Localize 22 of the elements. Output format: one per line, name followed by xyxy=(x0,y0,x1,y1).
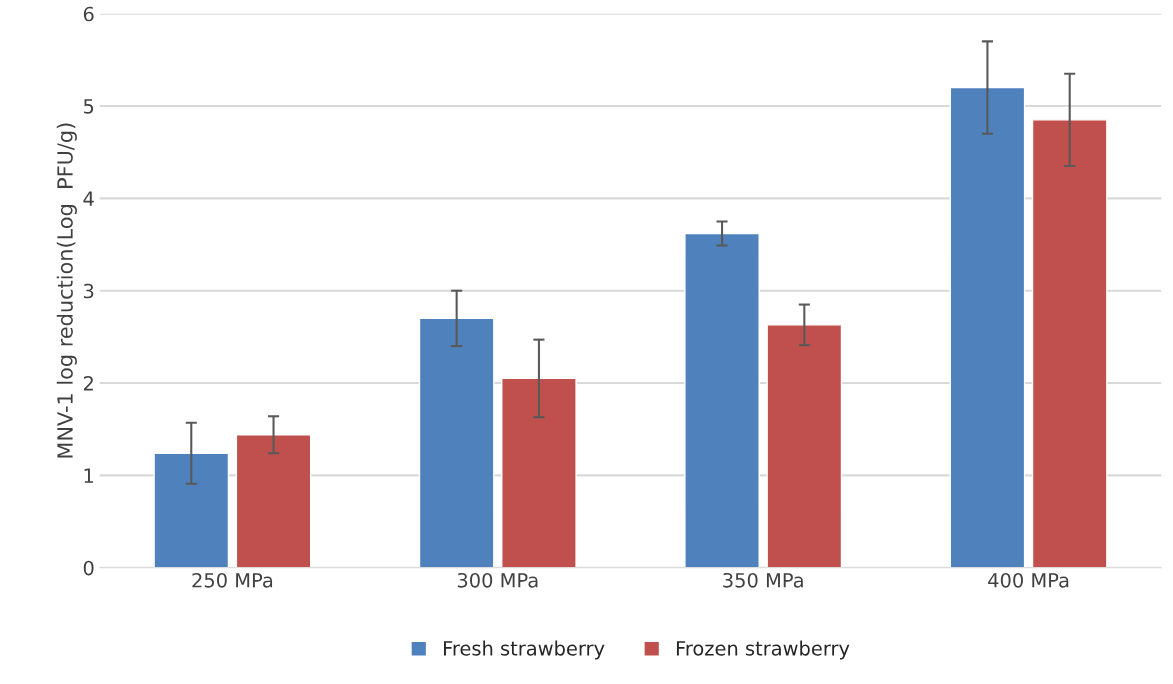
bar xyxy=(153,452,230,568)
bar xyxy=(418,317,495,568)
y-axis-title: MNV-1 log reduction(Log PFU/g) xyxy=(56,123,77,458)
x-tick-label: 350 MPa xyxy=(723,572,803,588)
bar xyxy=(949,86,1026,568)
x-tick-label: 400 MPa xyxy=(988,572,1069,588)
y-tick-label: 4 xyxy=(83,191,94,206)
bar xyxy=(235,434,312,568)
bar xyxy=(501,377,577,568)
y-tick-label: 0 xyxy=(83,560,94,576)
bar xyxy=(684,232,760,568)
x-tick-label: 300 MPa xyxy=(457,572,538,588)
y-tick-label: 2 xyxy=(83,376,93,391)
y-tick-label: 3 xyxy=(83,283,94,299)
x-tick-label: 250 MPa xyxy=(192,572,273,588)
bar xyxy=(1031,119,1108,568)
legend-label: Fresh strawberry xyxy=(444,640,605,660)
y-tick-label: 1 xyxy=(84,468,94,483)
bar xyxy=(766,324,843,568)
y-tick-label: 6 xyxy=(83,6,94,22)
legend-label: Frozen strawberry xyxy=(676,640,850,660)
y-tick-label: 5 xyxy=(83,99,94,114)
